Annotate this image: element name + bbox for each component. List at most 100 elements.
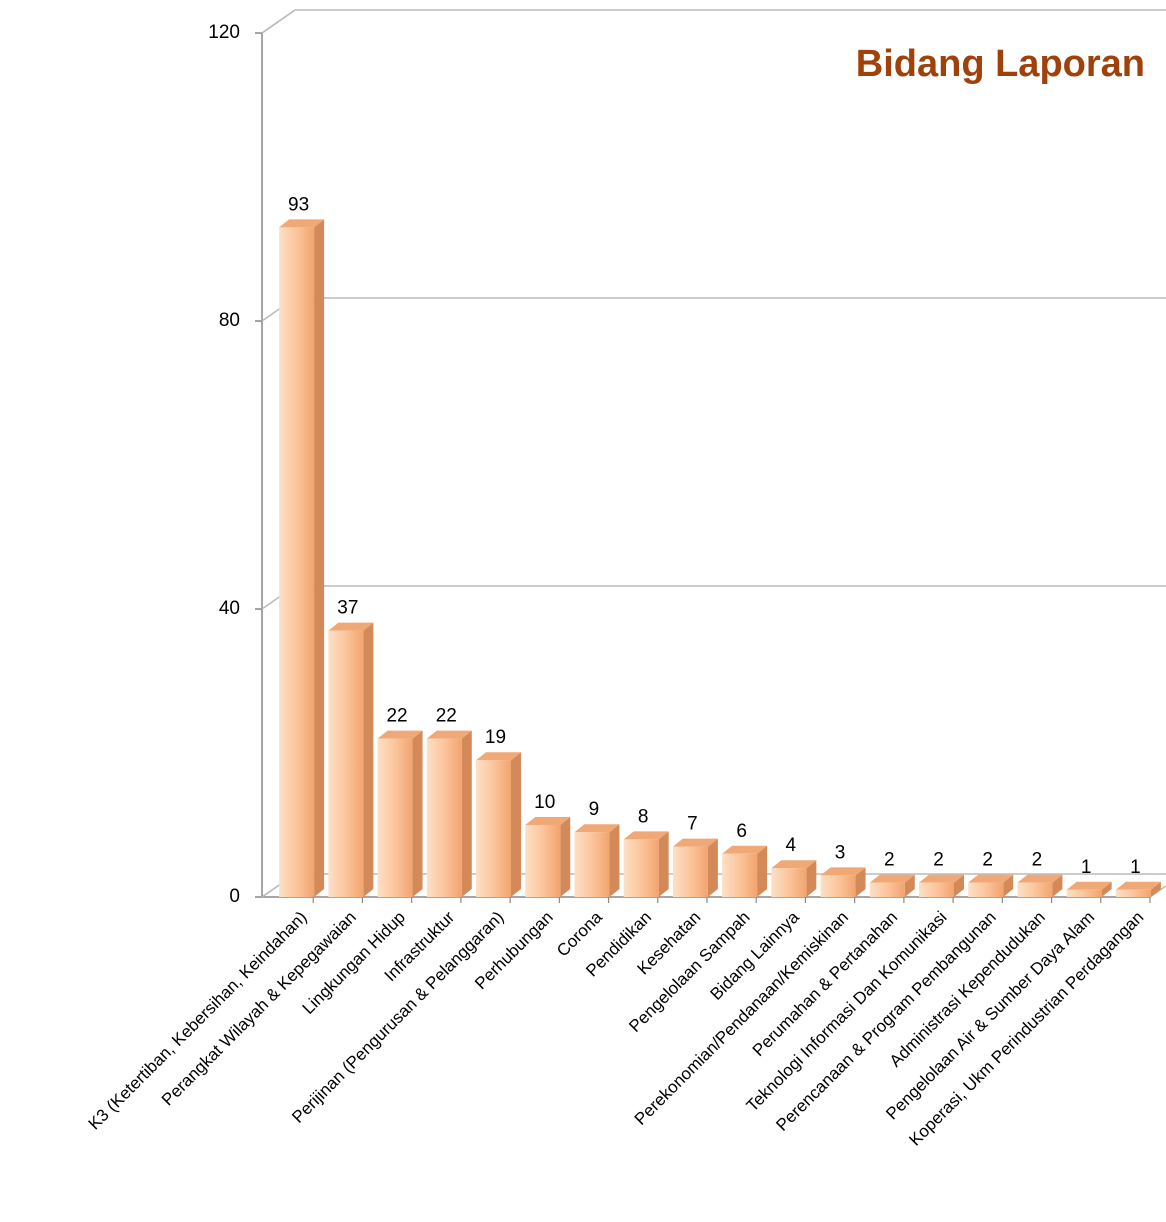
value-label: 1 <box>1081 857 1092 878</box>
bar-top <box>623 831 669 840</box>
bar-side <box>314 219 325 897</box>
value-label: 2 <box>1032 850 1043 871</box>
bar-front <box>525 825 561 897</box>
bar-front <box>279 227 315 897</box>
bar-side <box>904 874 915 897</box>
value-label: 93 <box>288 194 309 215</box>
bar-top <box>1066 881 1112 890</box>
y-tick-label: 80 <box>219 310 240 331</box>
bar-top <box>672 838 718 847</box>
bar-side <box>560 817 571 897</box>
bar-top <box>279 219 325 228</box>
bar-front <box>574 832 610 897</box>
bar-side <box>363 622 374 897</box>
bar <box>476 752 521 897</box>
bar-front <box>722 853 758 897</box>
x-tick-label: Bidang Lainnya <box>707 907 804 1004</box>
bar-top <box>771 860 817 869</box>
bar-side <box>757 845 768 897</box>
bar <box>771 860 817 897</box>
y-tick-label: 120 <box>208 22 240 43</box>
bar <box>623 831 669 897</box>
bar-top <box>1017 874 1063 883</box>
bar-top <box>476 752 521 761</box>
bar-top <box>328 622 374 631</box>
bar <box>919 874 964 897</box>
bar-top <box>525 817 571 825</box>
bar <box>279 219 325 897</box>
bar <box>574 824 620 897</box>
bar-front <box>919 882 954 897</box>
bar-side <box>609 824 620 897</box>
bar-side <box>461 730 472 897</box>
bar-front <box>968 882 1004 897</box>
bar-side <box>511 752 521 897</box>
bar-front <box>1066 889 1102 897</box>
bar-front <box>771 868 807 897</box>
value-label: 7 <box>687 814 698 835</box>
bar-front <box>623 839 659 897</box>
value-label: 22 <box>386 706 407 727</box>
x-tick-label: K3 (Ketertiban, Kebersihan, Keindahan) <box>85 908 311 1134</box>
y-tick-label: 40 <box>219 598 240 619</box>
value-label: 2 <box>884 850 895 871</box>
value-label: 37 <box>337 598 358 619</box>
bar-side <box>1101 881 1112 897</box>
bar <box>1115 881 1161 897</box>
bar-side <box>707 838 718 897</box>
bar-side <box>412 730 423 897</box>
bar <box>1017 874 1063 897</box>
bar-side <box>855 867 866 897</box>
bar-front <box>476 760 511 897</box>
value-label: 6 <box>736 821 747 842</box>
value-label: 8 <box>638 806 649 827</box>
value-label: 3 <box>835 842 846 863</box>
bar-front <box>1115 889 1151 897</box>
bar <box>328 622 374 897</box>
bar <box>869 874 915 897</box>
bar <box>820 867 866 897</box>
bar-front <box>426 738 462 897</box>
bar <box>1066 881 1112 897</box>
value-label: 22 <box>436 706 457 727</box>
bar-top <box>968 874 1014 883</box>
bar-top <box>1115 881 1161 890</box>
chart-title: Bidang Laporan <box>856 43 1145 85</box>
bar-top <box>574 824 620 833</box>
value-label: 2 <box>933 850 944 871</box>
grid-line <box>261 9 296 34</box>
x-tick-label: Koperasi, Ukm Perindustrian Perdagangan <box>905 908 1147 1150</box>
bar-front <box>820 875 856 897</box>
value-label: 19 <box>485 727 506 748</box>
bar-front <box>328 630 364 897</box>
bar-top <box>722 845 768 854</box>
bar-front <box>869 882 905 897</box>
y-tick-label: 0 <box>229 886 240 907</box>
bar-top <box>919 874 964 883</box>
bar-top <box>377 730 423 739</box>
bar <box>426 730 472 897</box>
bar-front <box>377 738 413 897</box>
bar <box>672 838 718 897</box>
bar <box>525 817 571 897</box>
value-label: 4 <box>786 835 797 856</box>
bar <box>968 874 1014 897</box>
bar-side <box>954 874 964 897</box>
bar-side <box>1003 874 1014 897</box>
bar <box>722 845 768 897</box>
bar-top <box>820 867 866 876</box>
bar-top <box>869 874 915 883</box>
bar-front <box>672 846 708 897</box>
bar <box>377 730 423 897</box>
bar-side <box>806 860 817 897</box>
bar-side <box>658 831 669 897</box>
value-label: 1 <box>1130 857 1141 878</box>
value-label: 2 <box>982 850 993 871</box>
bar-side <box>1150 881 1161 897</box>
bar-side <box>1052 874 1063 897</box>
bar-front <box>1017 882 1053 897</box>
value-label: 10 <box>534 792 555 813</box>
bar-top <box>426 730 472 739</box>
value-label: 9 <box>589 799 600 820</box>
